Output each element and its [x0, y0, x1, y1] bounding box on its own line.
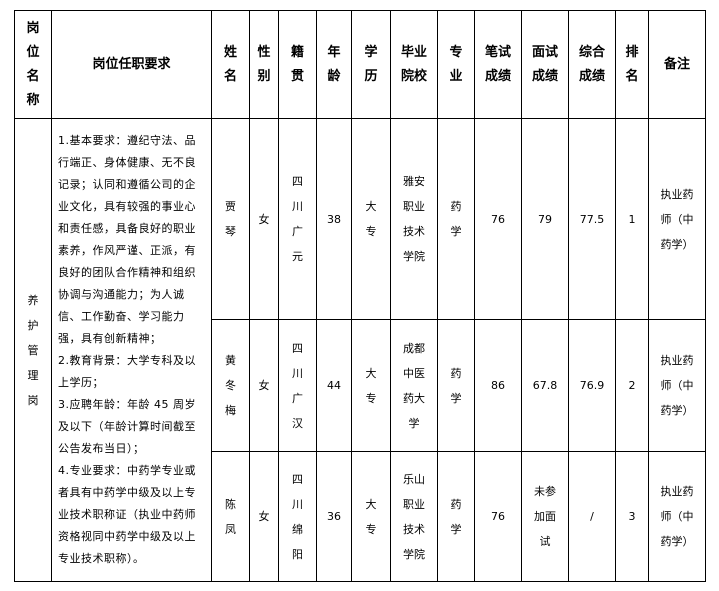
- position-name: 养 护 管 理 岗: [14, 118, 52, 582]
- cell-name: 贾 琴: [211, 118, 250, 320]
- cell-total-score: 76.9: [568, 319, 616, 452]
- header-education: 学 历: [351, 10, 391, 119]
- cell-rank: 3: [615, 451, 649, 582]
- header-major: 专 业: [437, 10, 475, 119]
- header-age: 年 龄: [316, 10, 352, 119]
- cell-name: 陈 凤: [211, 451, 250, 582]
- cell-note: 执业药 师（中 药学）: [648, 319, 706, 452]
- header-gender: 性 别: [249, 10, 279, 119]
- cell-school: 成都 中医 药大 学: [390, 319, 438, 452]
- cell-school: 雅安 职业 技术 学院: [390, 118, 438, 320]
- cell-gender: 女: [249, 451, 279, 582]
- cell-written-score: 86: [474, 319, 522, 452]
- cell-rank: 1: [615, 118, 649, 320]
- cell-interview-score: 67.8: [521, 319, 569, 452]
- header-written-score: 笔试 成绩: [474, 10, 522, 119]
- header-requirements: 岗位任职要求: [51, 10, 212, 119]
- cell-gender: 女: [249, 118, 279, 320]
- table-row: 养 护 管 理 岗 1.基本要求：遵纪守法、品行端正、身体健康、无不良记录；认同…: [14, 118, 706, 582]
- requirements-cell: 1.基本要求：遵纪守法、品行端正、身体健康、无不良记录；认同和遵循公司的企业文化…: [51, 118, 212, 582]
- header-interview-score: 面试 成绩: [521, 10, 569, 119]
- table-row: 黄 冬 梅 女 四 川 广 汉 44 大 专 成都 中医 药大 学 药 学 86…: [15, 319, 706, 452]
- cell-major: 药 学: [437, 451, 475, 582]
- cell-note: 执业药 师（中 药学）: [648, 451, 706, 582]
- requirement-item: 4.专业要求：中药学专业或者具有中药学中级及以上专业技术职称证（执业中药师资格视…: [58, 464, 196, 565]
- cell-interview-score: 79: [521, 118, 569, 320]
- cell-major: 药 学: [437, 118, 475, 320]
- cell-age: 38: [316, 118, 352, 320]
- requirement-item: 2.教育背景：大学专科及以上学历；: [58, 354, 196, 389]
- table-row: 陈 凤 女 四 川 绵 阳 36 大 专 乐山 职业 技术 学院 药 学 76 …: [15, 451, 706, 582]
- cell-total-score: 77.5: [568, 118, 616, 320]
- cell-major: 药 学: [437, 319, 475, 452]
- cell-name: 黄 冬 梅: [211, 319, 250, 452]
- header-row: 岗 位 名 称 岗位任职要求 姓 名 性 别 籍 贯 年 龄 学 历 毕业 院校…: [14, 10, 706, 119]
- cell-note: 执业药 师（中 药学）: [648, 118, 706, 320]
- cell-age: 44: [316, 319, 352, 452]
- cell-education: 大 专: [351, 118, 391, 320]
- cell-written-score: 76: [474, 451, 522, 582]
- cell-rank: 2: [615, 319, 649, 452]
- header-school: 毕业 院校: [390, 10, 438, 119]
- header-total-score: 综合 成绩: [568, 10, 616, 119]
- header-note: 备注: [648, 10, 706, 119]
- cell-origin: 四 川 广 汉: [278, 319, 317, 452]
- cell-interview-score: 未参 加面 试: [521, 451, 569, 582]
- cell-school: 乐山 职业 技术 学院: [390, 451, 438, 582]
- cell-education: 大 专: [351, 319, 391, 452]
- header-position: 岗 位 名 称: [14, 10, 52, 119]
- cell-total-score: /: [568, 451, 616, 582]
- header-rank: 排 名: [615, 10, 649, 119]
- requirement-item: 3.应聘年龄：年龄 45 周岁及以下（年龄计算时间截至公告发布当日）；: [58, 398, 196, 455]
- cell-age: 36: [316, 451, 352, 582]
- cell-gender: 女: [249, 319, 279, 452]
- results-table: 岗 位 名 称 岗位任职要求 姓 名 性 别 籍 贯 年 龄 学 历 毕业 院校…: [14, 10, 706, 582]
- cell-origin: 四 川 绵 阳: [278, 451, 317, 582]
- cell-origin: 四 川 广 元: [278, 118, 317, 320]
- header-name: 姓 名: [211, 10, 250, 119]
- requirement-item: 1.基本要求：遵纪守法、品行端正、身体健康、无不良记录；认同和遵循公司的企业文化…: [58, 134, 196, 345]
- cell-education: 大 专: [351, 451, 391, 582]
- cell-written-score: 76: [474, 118, 522, 320]
- header-origin: 籍 贯: [278, 10, 317, 119]
